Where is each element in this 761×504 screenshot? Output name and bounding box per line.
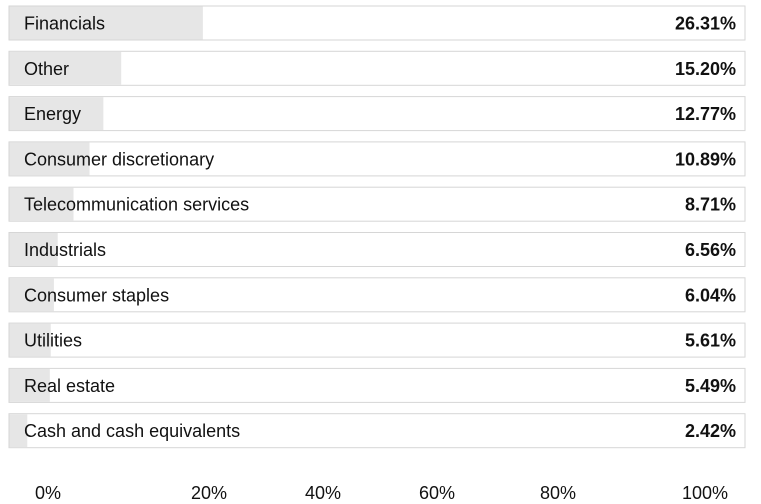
value-label: 26.31% <box>675 14 736 34</box>
x-tick-label: 40% <box>305 483 341 503</box>
row-background <box>8 50 746 86</box>
category-label: Financials <box>24 14 105 34</box>
bar <box>9 368 50 402</box>
value-label: 15.20% <box>675 59 736 79</box>
row-background <box>8 413 746 449</box>
x-tick-label: 20% <box>191 483 227 503</box>
chart-row: Other 15.20% <box>8 50 746 86</box>
chart-row: Consumer staples 6.04% <box>8 277 746 313</box>
bar <box>9 278 54 312</box>
category-label: Industrials <box>24 240 106 260</box>
category-label: Energy <box>24 104 81 124</box>
x-tick-label: 0% <box>35 483 61 503</box>
category-label: Other <box>24 59 69 79</box>
bar <box>9 187 74 221</box>
row-background <box>8 141 746 177</box>
x-tick-label: 80% <box>540 483 576 503</box>
bar <box>9 142 90 176</box>
chart-rows: Financials 26.31% Other 15.20% Energy 12.77% C… <box>8 5 746 449</box>
bar <box>9 97 104 131</box>
chart-row: Energy 12.77% <box>8 96 746 132</box>
value-label: 10.89% <box>675 149 736 169</box>
chart-row: Telecommunication services 8.71% <box>8 186 746 222</box>
chart-row: Utilities 5.61% <box>8 322 746 358</box>
bar <box>9 323 51 357</box>
category-label: Consumer staples <box>24 285 169 305</box>
chart-row: Real estate 5.49% <box>8 367 746 403</box>
value-label: 6.04% <box>685 285 736 305</box>
value-label: 5.61% <box>685 331 736 351</box>
category-label: Telecommunication services <box>24 195 249 215</box>
row-background <box>8 322 746 358</box>
chart-row: Consumer discretionary 10.89% <box>8 141 746 177</box>
row-background <box>8 277 746 313</box>
value-label: 12.77% <box>675 104 736 124</box>
category-label: Real estate <box>24 376 115 396</box>
category-label: Consumer discretionary <box>24 149 214 169</box>
x-tick-label: 60% <box>419 483 455 503</box>
bar <box>9 233 58 266</box>
category-label: Cash and cash equivalents <box>24 421 240 441</box>
x-tick-label: 100% <box>682 483 728 503</box>
bar <box>9 414 28 448</box>
x-axis-ticks: 0% 20% 40% 60% 80% 100% <box>35 483 728 503</box>
chart-row: Cash and cash equivalents 2.42% <box>8 413 746 449</box>
value-label: 2.42% <box>685 421 736 441</box>
chart-row: Financials 26.31% <box>8 5 746 41</box>
value-label: 5.49% <box>685 376 736 396</box>
value-label: 8.71% <box>685 195 736 215</box>
row-background <box>8 232 746 267</box>
value-label: 6.56% <box>685 240 736 260</box>
category-label: Utilities <box>24 331 82 351</box>
row-background <box>8 186 746 222</box>
bar <box>9 51 122 85</box>
bar <box>9 6 203 40</box>
row-background <box>8 367 746 403</box>
row-background <box>8 96 746 132</box>
chart-row: Industrials 6.56% <box>8 232 746 267</box>
